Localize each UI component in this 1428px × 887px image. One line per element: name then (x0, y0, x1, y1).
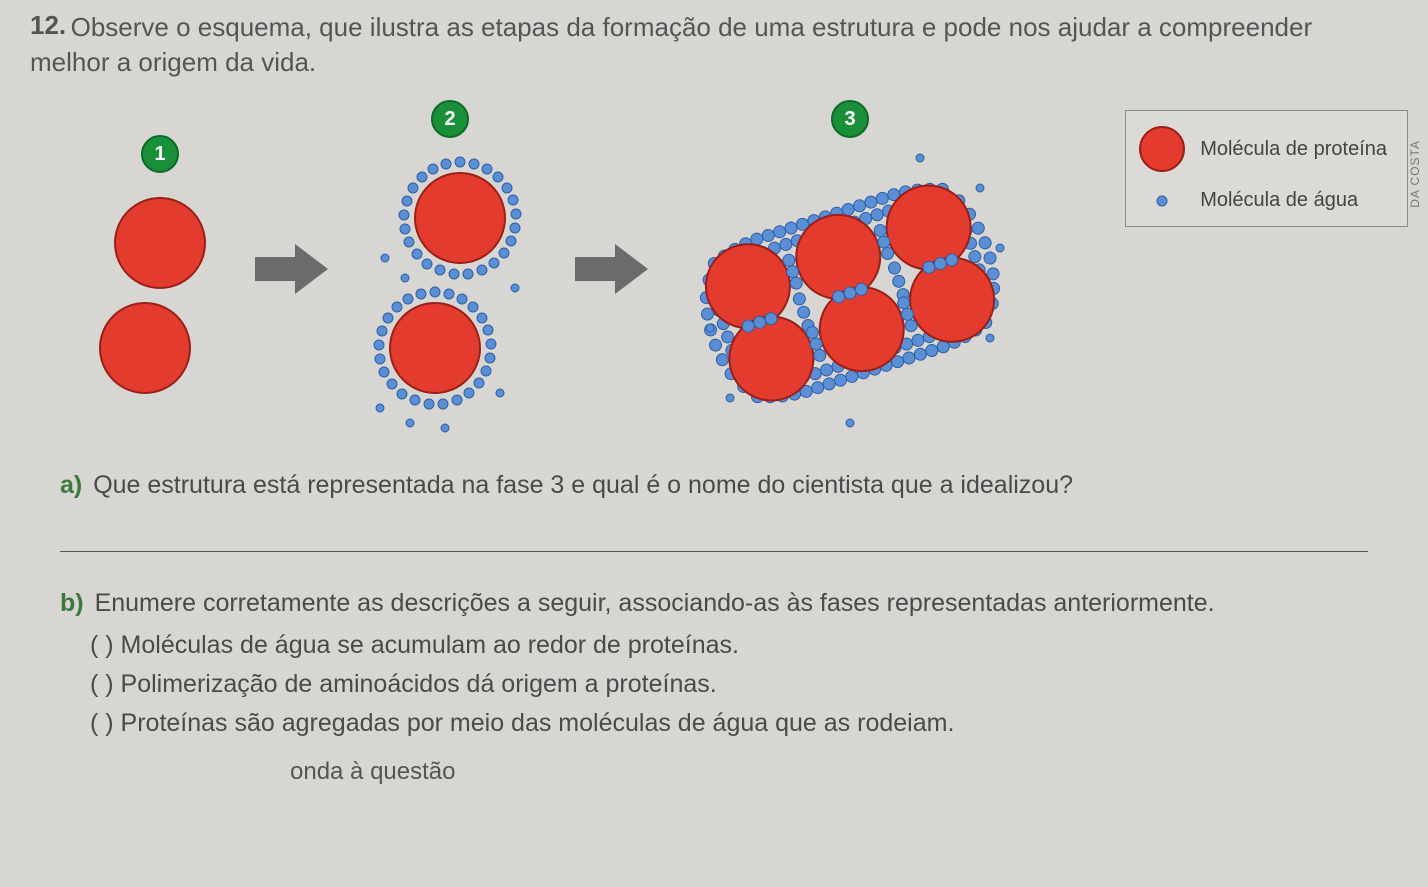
diagram-row: 1 2 (90, 100, 1398, 438)
option-3: ( ) Proteínas são agregadas por meio das… (90, 709, 1398, 738)
stage-2-badge: 2 (431, 100, 469, 138)
sub-b-lead: b) (60, 589, 84, 617)
arrow-1-icon (250, 239, 330, 299)
legend-protein: Molécula de proteína (1138, 125, 1387, 173)
question-header: 12. Observe o esquema, que ilustra as et… (30, 10, 1398, 80)
stage-2: 2 (350, 100, 550, 438)
sub-a-text: Que estrutura está representada na fase … (93, 471, 1073, 499)
legend-protein-label: Molécula de proteína (1200, 138, 1387, 161)
legend-water: Molécula de água (1138, 189, 1387, 212)
option-2: ( ) Polimerização de aminoácidos dá orig… (90, 670, 1398, 699)
protein-icon (1138, 125, 1186, 173)
page: 12. Observe o esquema, que ilustra as et… (0, 0, 1428, 786)
arrow-2-icon (570, 239, 650, 299)
legend-water-label: Molécula de água (1200, 189, 1358, 212)
legend: Molécula de proteína Molécula de água (1125, 110, 1408, 227)
stage-3-badge: 3 (831, 100, 869, 138)
stage-3: 3 (670, 100, 1030, 438)
stage-1: 1 (90, 135, 230, 403)
sub-question-a: a) Que estrutura está representada na fa… (60, 468, 1398, 503)
sub-a-lead: a) (60, 471, 82, 499)
cutoff-text: onda à questão (290, 758, 1398, 786)
stage-2-svg (350, 138, 550, 438)
image-credit: DA COSTA (1408, 140, 1422, 208)
sub-b-text: Enumere corretamente as descrições a seg… (95, 589, 1215, 617)
sub-question-b: b) Enumere corretamente as descrições a … (60, 586, 1398, 621)
question-text: Observe o esquema, que ilustra as etapas… (30, 12, 1312, 77)
option-1: ( ) Moléculas de água se acumulam ao red… (90, 631, 1398, 660)
water-icon (1138, 191, 1186, 211)
stage-1-svg (90, 173, 230, 403)
question-number: 12. (30, 10, 66, 41)
stage-3-svg (670, 138, 1030, 438)
answer-line (60, 551, 1368, 552)
stage-1-badge: 1 (141, 135, 179, 173)
